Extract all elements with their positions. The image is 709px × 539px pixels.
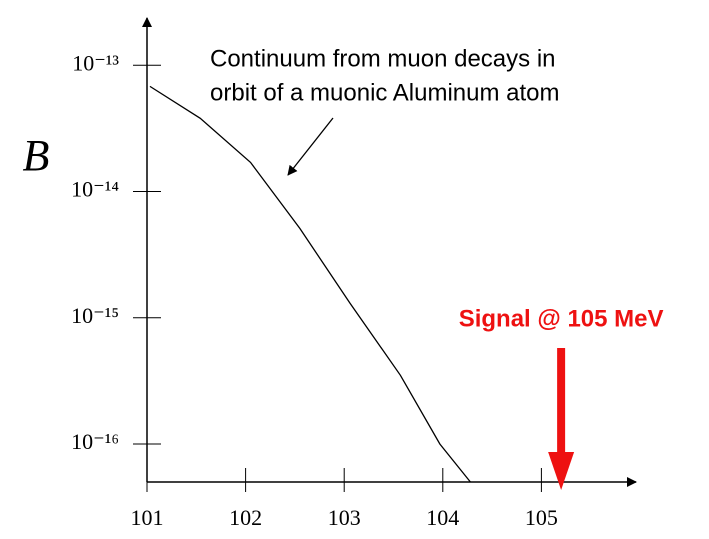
signal-arrow-shaft xyxy=(557,348,566,454)
signal-label: Signal @ 105 MeV xyxy=(459,305,664,332)
x-tick-label: 105 xyxy=(525,505,558,530)
x-tick-label: 101 xyxy=(131,505,164,530)
y-tick-label: 10⁻¹³ xyxy=(72,50,119,75)
curve xyxy=(149,85,471,483)
y-tick-label: 10⁻¹⁴ xyxy=(71,177,119,202)
x-tick-label: 103 xyxy=(328,505,361,530)
y-tick-label: 10⁻¹⁵ xyxy=(71,303,119,328)
annotation: orbit of a muonic Aluminum atom xyxy=(210,79,560,106)
signal-arrow-head xyxy=(548,452,575,490)
x-tick-label: 104 xyxy=(426,505,459,530)
annotation-arrow xyxy=(287,117,334,176)
annotation: Continuum from muon decays in xyxy=(210,45,556,72)
y-axis-label: B xyxy=(23,131,50,180)
x-tick-label: 102 xyxy=(229,505,262,530)
y-tick-label: 10⁻¹⁶ xyxy=(71,429,119,454)
